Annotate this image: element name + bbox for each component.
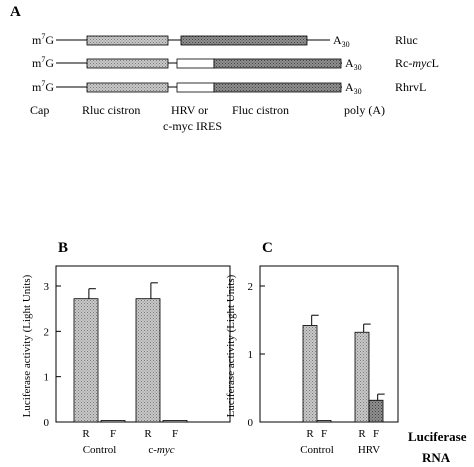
group-label-1: HRV	[358, 444, 380, 456]
bar-R-2	[354, 331, 370, 423]
construct-polya-1: A30	[345, 56, 362, 72]
fluc-cistron-box-1	[213, 58, 342, 69]
category-label-3: F	[373, 428, 379, 440]
construct-polya-2: A30	[345, 80, 362, 96]
y-tick-label-1: 1	[248, 349, 254, 361]
construct-name-2: RhrvL	[395, 80, 426, 94]
y-tick-label-0: 0	[44, 417, 50, 429]
group-label-0: Control	[300, 444, 334, 456]
panel-c-label: C	[262, 240, 273, 256]
y-axis-label: Luciferase activity (Light Units)	[225, 274, 237, 417]
construct-name-0: Rluc	[395, 33, 418, 47]
rluc-cistron-box-2	[86, 82, 169, 93]
construct-diagrams: m7G A30 Rluc m7G A30 Rc-mycL m7G A30 RhrvL	[32, 32, 439, 96]
category-label-0: R	[306, 428, 314, 440]
legend-poly: poly (A)	[344, 103, 385, 117]
fluc-cistron-box-2	[213, 82, 342, 93]
legend-rluc: Rluc cistron	[82, 103, 140, 117]
y-tick-label-0: 0	[248, 417, 254, 429]
category-label-1: F	[321, 428, 327, 440]
panel-a-label: A	[10, 4, 21, 20]
fluc-cistron-box-0	[180, 35, 308, 46]
bar-F-1	[100, 420, 126, 423]
bar-F-3	[368, 399, 384, 423]
category-label-1: F	[110, 428, 116, 440]
ires-box-2	[176, 82, 215, 93]
construct-name-1: Rc-mycL	[395, 56, 439, 70]
category-label-2: R	[144, 428, 152, 440]
legend-ires-line1: HRV or	[171, 103, 208, 117]
footer-luciferase: Luciferase	[408, 429, 467, 444]
y-tick-label-2: 2	[248, 281, 254, 293]
group-label-1: c-myc	[148, 444, 174, 456]
legend-ires-line2: c-myc IRES	[163, 119, 222, 133]
legend-fluc: Fluc cistron	[232, 103, 289, 117]
chart-b: 0 1 2 3 Luciferase activity (Light Units) R F R…	[21, 265, 231, 456]
bar-R-0	[73, 298, 99, 423]
category-label-3: F	[172, 428, 178, 440]
group-label-0: Control	[83, 444, 117, 456]
construct-cap-2: m7G	[32, 79, 54, 94]
panel-a-legend: Cap Rluc cistron HRV or c-myc IRES Fluc …	[30, 103, 385, 133]
y-tick-label-2: 2	[44, 326, 50, 338]
bar-F-3	[162, 420, 188, 423]
y-axis-label: Luciferase activity (Light Units)	[21, 274, 33, 417]
rluc-cistron-box-0	[86, 35, 169, 46]
y-tick-label-3: 3	[44, 281, 50, 293]
rluc-cistron-box-1	[86, 58, 169, 69]
bar-R-0	[302, 325, 318, 423]
construct-cap-0: m7G	[32, 32, 54, 47]
panel-b-label: B	[58, 240, 68, 256]
legend-cap: Cap	[30, 103, 49, 117]
bar-F-1	[316, 420, 332, 423]
footer-rna: RNA	[422, 450, 451, 465]
category-label-0: R	[82, 428, 90, 440]
construct-cap-1: m7G	[32, 55, 54, 70]
category-label-2: R	[358, 428, 366, 440]
ires-box-1	[176, 58, 215, 69]
y-tick-label-1: 1	[44, 372, 50, 384]
bar-R-2	[135, 298, 161, 423]
construct-polya-0: A30	[333, 33, 350, 49]
